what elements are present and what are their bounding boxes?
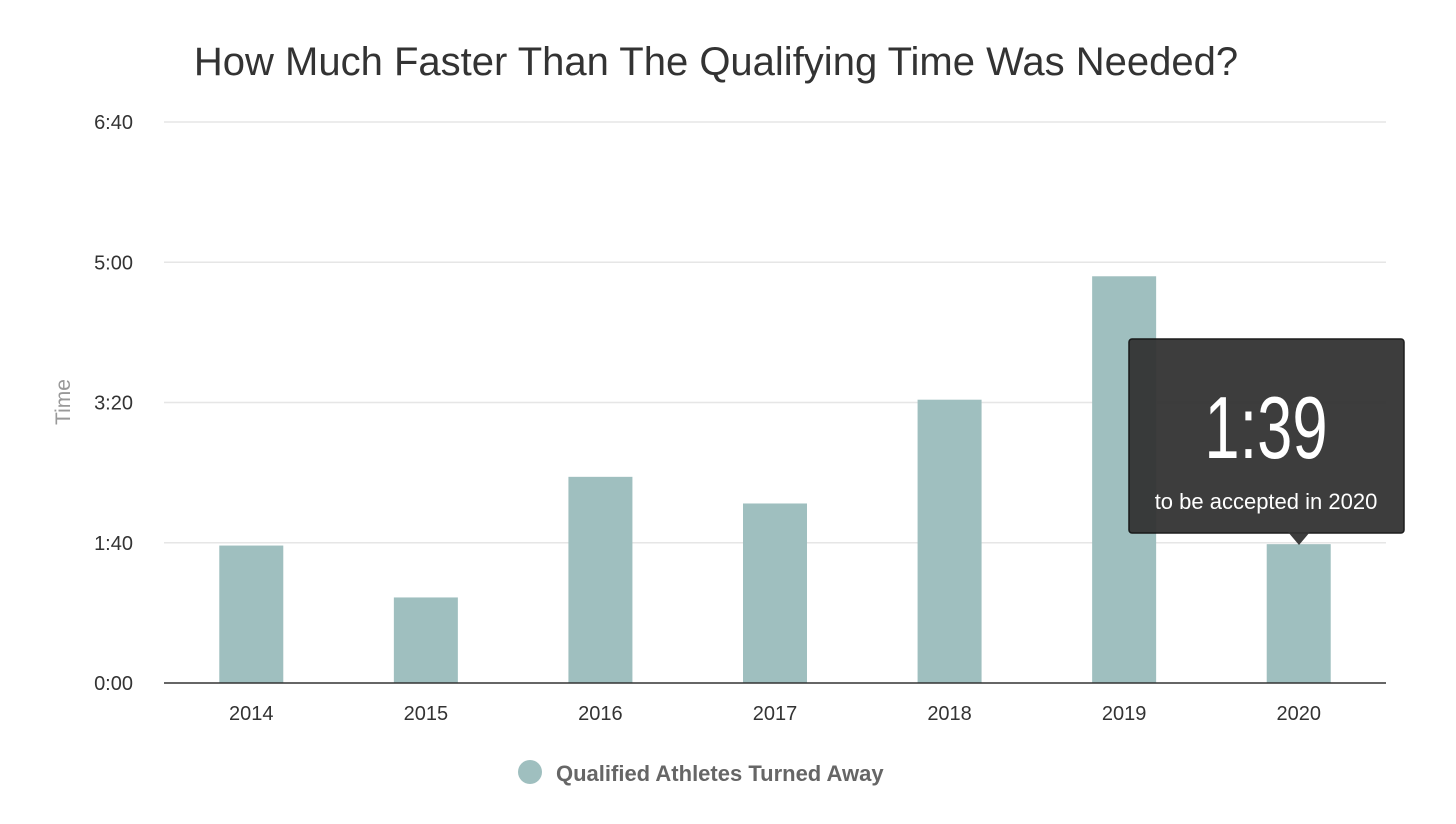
y-tick-label: 5:00 bbox=[94, 252, 133, 274]
y-axis-title: Time bbox=[52, 379, 75, 425]
x-axis-ticks: 2014 2015 2016 2017 2018 2019 2020 bbox=[229, 703, 1321, 725]
y-tick-label: 1:40 bbox=[94, 533, 133, 555]
x-tick-label: 2016 bbox=[578, 703, 623, 725]
x-tick-label: 2019 bbox=[1102, 703, 1147, 725]
bar-2015[interactable] bbox=[393, 597, 458, 683]
y-tick-label: 3:20 bbox=[94, 393, 133, 415]
legend-label: Qualified Athletes Turned Away bbox=[556, 761, 884, 786]
bar-2017[interactable] bbox=[743, 503, 807, 683]
bar-2016[interactable] bbox=[568, 476, 633, 683]
y-tick-label: 6:40 bbox=[94, 112, 133, 134]
x-tick-label: 2017 bbox=[753, 703, 798, 725]
tooltip-caption: to be accepted in 2020 bbox=[1155, 489, 1378, 514]
legend[interactable]: Qualified Athletes Turned Away bbox=[518, 760, 884, 786]
bar-2020[interactable] bbox=[1266, 544, 1331, 683]
tooltip: 1:39 to be accepted in 2020 bbox=[1128, 338, 1405, 545]
y-axis-ticks: 0:00 1:40 3:20 5:00 6:40 bbox=[94, 112, 133, 695]
bar-series[interactable] bbox=[219, 276, 1331, 683]
tooltip-value: 1:39 bbox=[1204, 380, 1327, 478]
bar-2014[interactable] bbox=[219, 545, 284, 683]
tooltip-pointer bbox=[1288, 532, 1310, 545]
bar-2018[interactable] bbox=[917, 399, 982, 683]
x-tick-label: 2015 bbox=[404, 703, 449, 725]
y-tick-label: 0:00 bbox=[94, 673, 133, 695]
x-tick-label: 2014 bbox=[229, 703, 274, 725]
x-tick-label: 2018 bbox=[927, 703, 972, 725]
x-tick-label: 2020 bbox=[1276, 703, 1321, 725]
tooltip-box bbox=[1128, 338, 1405, 534]
chart-title: How Much Faster Than The Qualifying Time… bbox=[194, 40, 1238, 84]
legend-marker bbox=[518, 760, 542, 784]
